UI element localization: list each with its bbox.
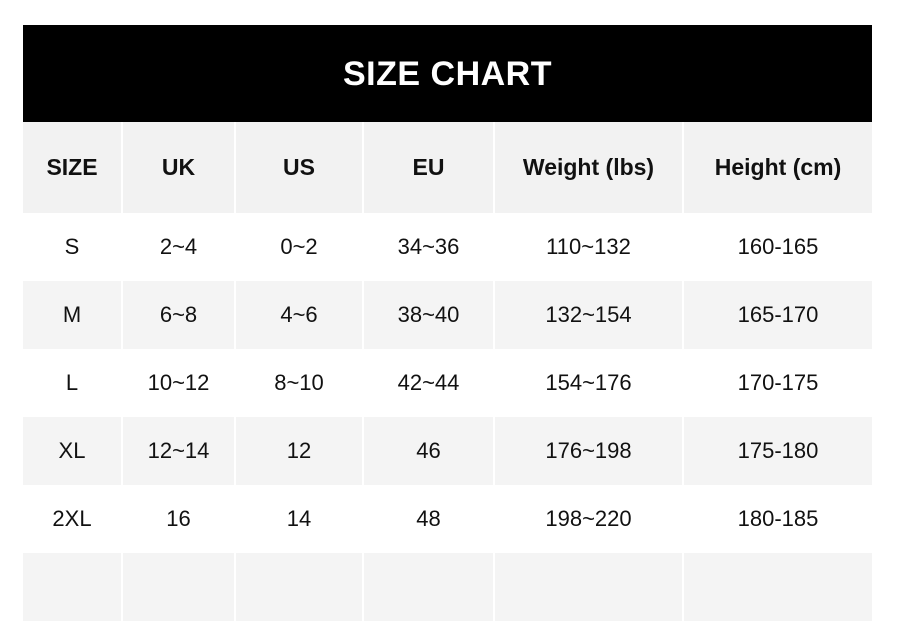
cell-height: 180-185: [682, 485, 872, 553]
cell-uk: 12~14: [121, 417, 236, 485]
table-row-partial: [23, 553, 872, 621]
column-header-us: US: [234, 122, 364, 213]
cell-eu: 48: [362, 485, 495, 553]
cell-us: 14: [234, 485, 364, 553]
title-banner: SIZE CHART: [23, 25, 872, 122]
cell-uk: 10~12: [121, 349, 236, 417]
cell-height: 170-175: [682, 349, 872, 417]
page-title: SIZE CHART: [343, 54, 552, 93]
cell-weight: 110~132: [493, 213, 684, 281]
cell-size: XL: [23, 417, 123, 485]
cell-size: M: [23, 281, 123, 349]
cell-partial: [121, 553, 236, 621]
cell-weight: 132~154: [493, 281, 684, 349]
cell-size: 2XL: [23, 485, 123, 553]
cell-partial: [234, 553, 364, 621]
cell-us: 8~10: [234, 349, 364, 417]
table-row: 2XL 16 14 48 198~220 180-185: [23, 485, 872, 553]
cell-partial: [493, 553, 684, 621]
cell-us: 12: [234, 417, 364, 485]
table-row: S 2~4 0~2 34~36 110~132 160-165: [23, 213, 872, 281]
column-header-eu: EU: [362, 122, 495, 213]
cell-eu: 46: [362, 417, 495, 485]
cell-uk: 2~4: [121, 213, 236, 281]
cell-size: L: [23, 349, 123, 417]
cell-weight: 154~176: [493, 349, 684, 417]
column-header-uk: UK: [121, 122, 236, 213]
size-chart: SIZE CHART SIZE UK US EU Weight (lbs) He…: [23, 25, 872, 621]
cell-size: S: [23, 213, 123, 281]
cell-partial: [362, 553, 495, 621]
size-chart-table: SIZE UK US EU Weight (lbs) Height (cm) S…: [23, 122, 872, 621]
table-header-row: SIZE UK US EU Weight (lbs) Height (cm): [23, 122, 872, 213]
cell-eu: 42~44: [362, 349, 495, 417]
cell-height: 165-170: [682, 281, 872, 349]
table-row: L 10~12 8~10 42~44 154~176 170-175: [23, 349, 872, 417]
column-header-size: SIZE: [23, 122, 123, 213]
cell-height: 160-165: [682, 213, 872, 281]
cell-partial: [23, 553, 123, 621]
cell-height: 175-180: [682, 417, 872, 485]
cell-uk: 16: [121, 485, 236, 553]
table-row: M 6~8 4~6 38~40 132~154 165-170: [23, 281, 872, 349]
cell-us: 0~2: [234, 213, 364, 281]
cell-partial: [682, 553, 872, 621]
cell-uk: 6~8: [121, 281, 236, 349]
cell-weight: 176~198: [493, 417, 684, 485]
cell-eu: 38~40: [362, 281, 495, 349]
cell-us: 4~6: [234, 281, 364, 349]
column-header-weight: Weight (lbs): [493, 122, 684, 213]
table-row: XL 12~14 12 46 176~198 175-180: [23, 417, 872, 485]
column-header-height: Height (cm): [682, 122, 872, 213]
cell-weight: 198~220: [493, 485, 684, 553]
cell-eu: 34~36: [362, 213, 495, 281]
